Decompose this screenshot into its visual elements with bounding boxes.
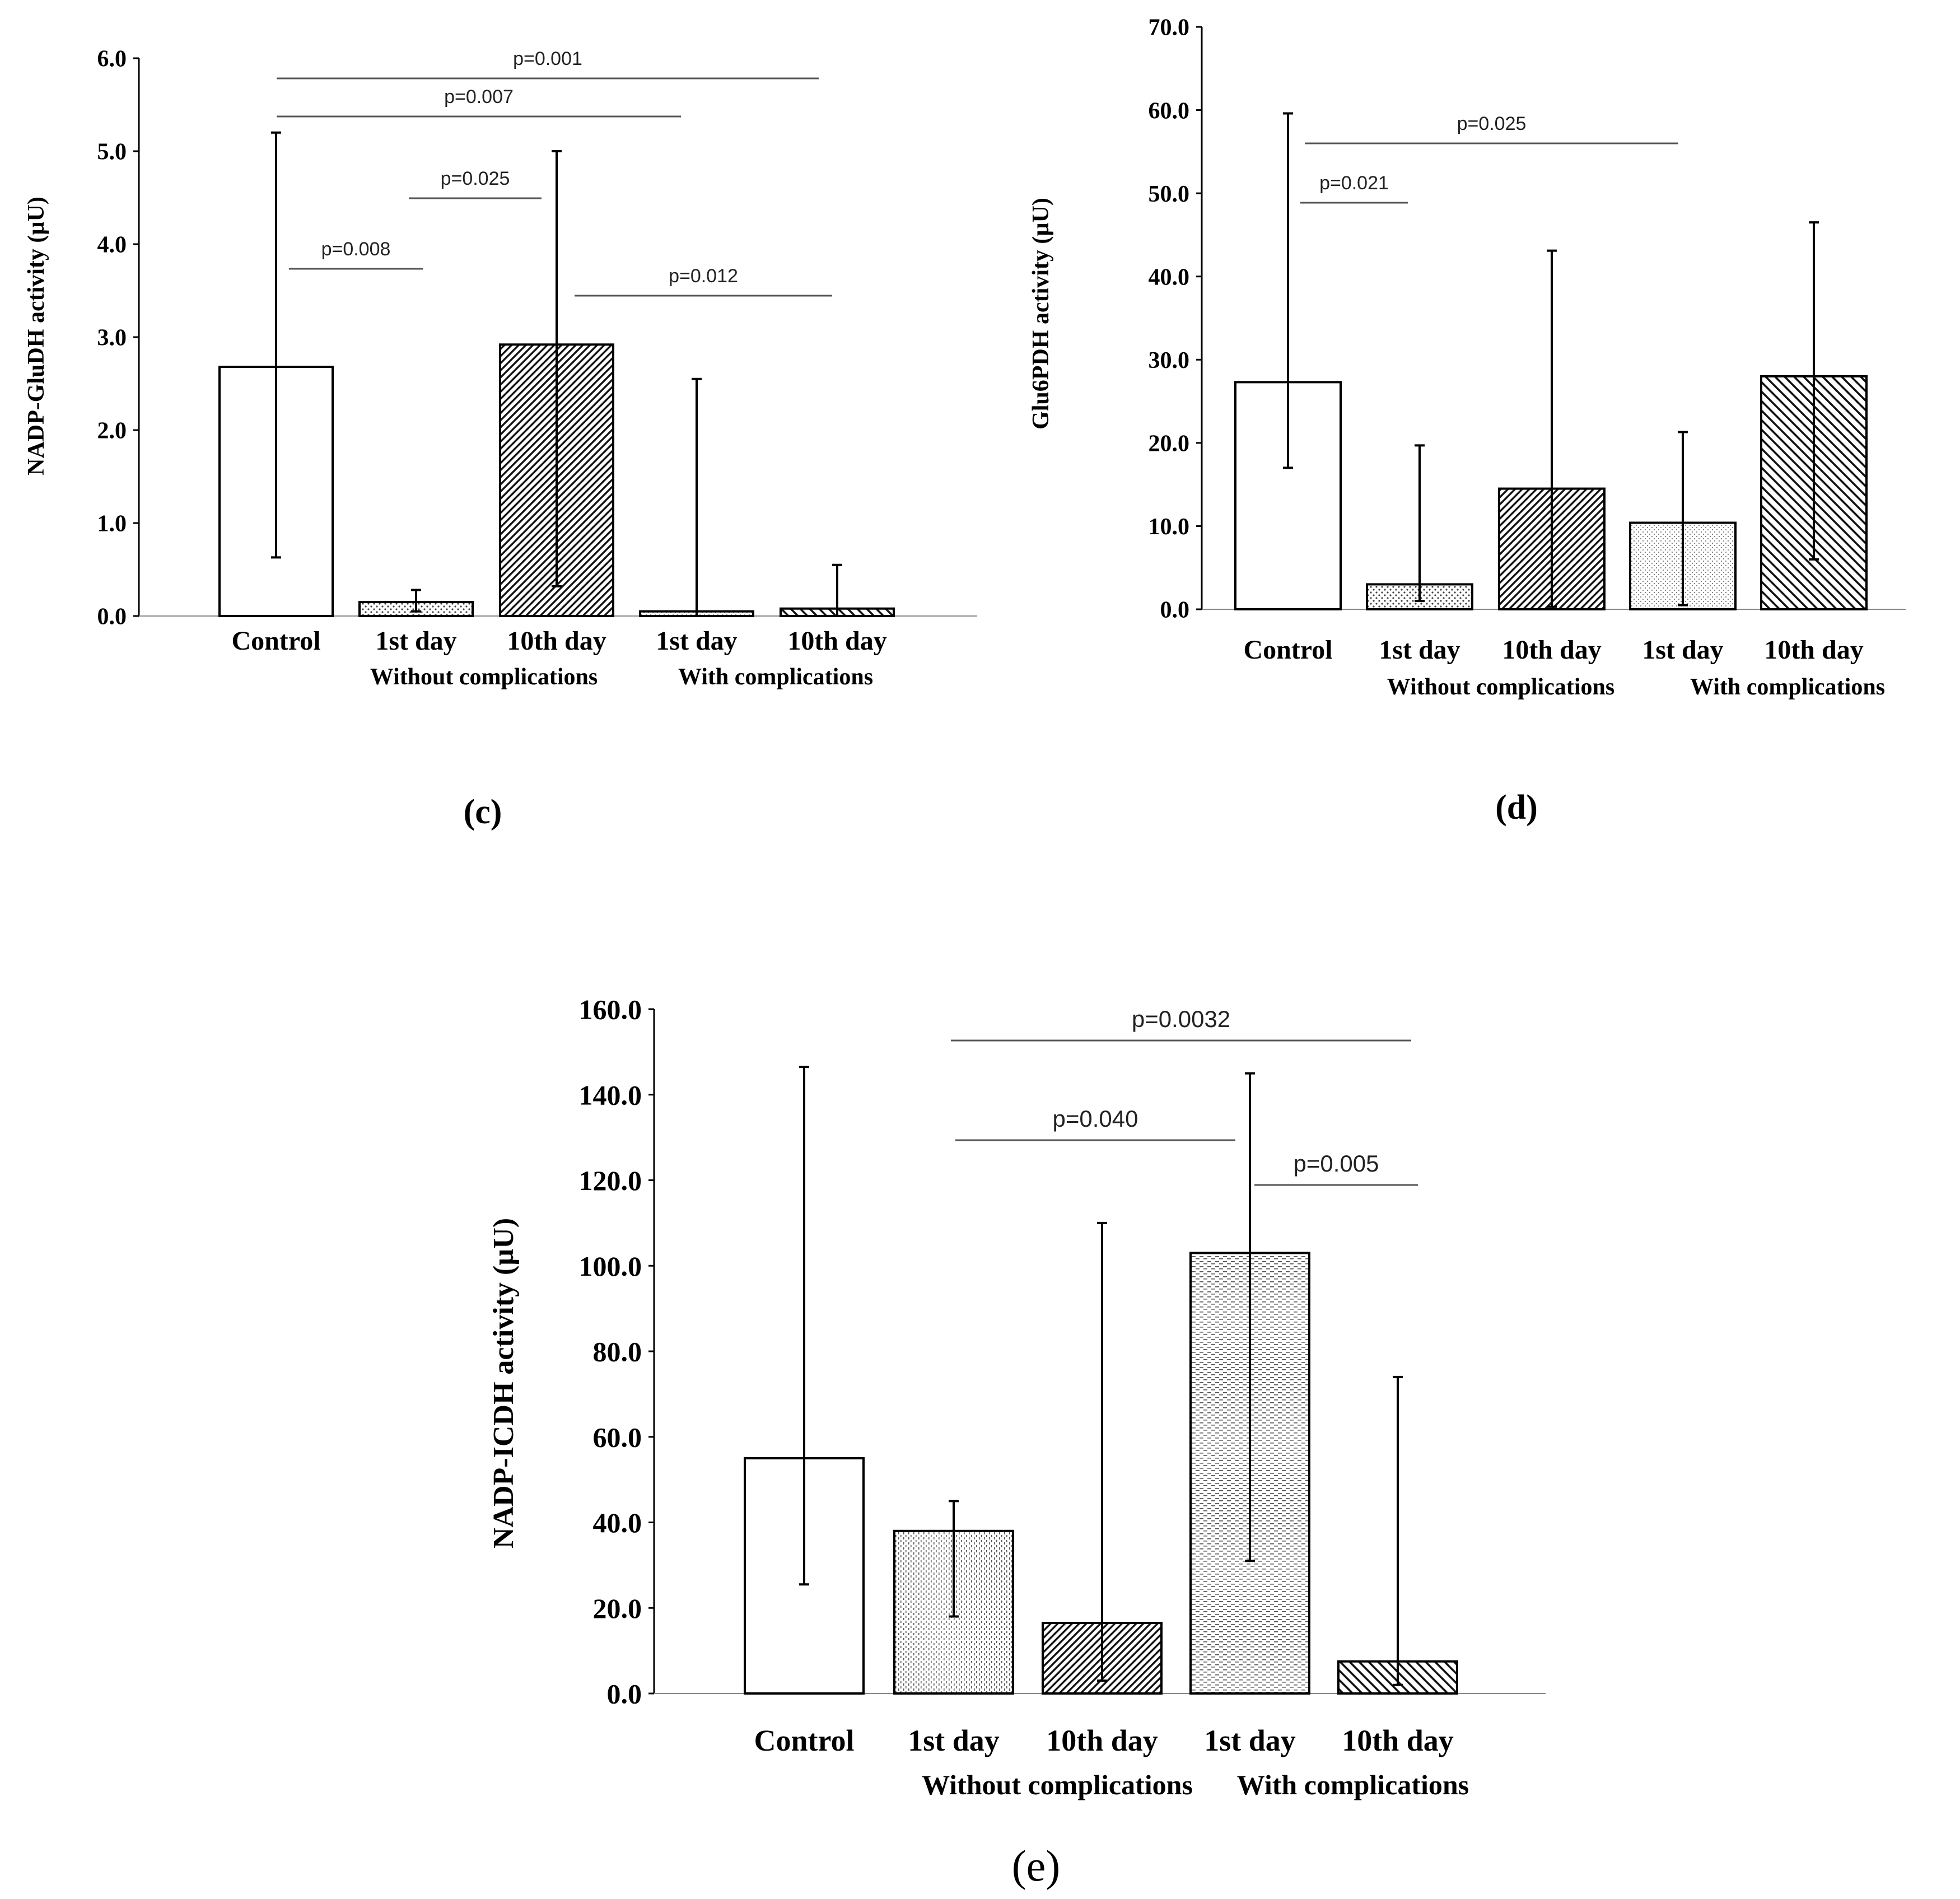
- category-label-1: Control: [754, 1724, 854, 1757]
- category-label-4: 1st day: [656, 626, 737, 656]
- y-tick-label: 0.0: [607, 1678, 642, 1710]
- y-tick-label: 6.0: [97, 46, 127, 72]
- category-label-1: Control: [1243, 635, 1332, 665]
- y-tick-label: 60.0: [593, 1421, 642, 1453]
- group-label-2: With complications: [1237, 1769, 1469, 1800]
- y-axis-label: Glu6PDH activity (µU): [1028, 198, 1054, 430]
- category-label-3: 10th day: [507, 626, 606, 656]
- y-tick-label: 140.0: [579, 1079, 642, 1111]
- category-label-2: 1st day: [908, 1724, 1000, 1757]
- group-label-1: Without complications: [370, 664, 598, 690]
- y-axis-label: NADP-GluDH activity (µU): [24, 197, 49, 475]
- group-label-2: With complications: [678, 664, 873, 690]
- y-tick-label: 160.0: [579, 994, 642, 1025]
- p-value-label-2: p=0.021: [1319, 172, 1389, 194]
- p-value-label-3: p=0.025: [441, 168, 510, 189]
- y-tick-label: 70.0: [1149, 15, 1190, 41]
- bar-1: [1234, 381, 1342, 611]
- category-label-3: 10th day: [1046, 1724, 1158, 1757]
- chart-panel-2: 0.0 10.0 20.0 30.0 40.0 50.0 60.0 70.0 Glu6PDH a…: [1028, 15, 1906, 827]
- y-tick-label: 50.0: [1149, 181, 1190, 207]
- category-label-3: 10th day: [1502, 635, 1601, 665]
- panel-label: (c): [464, 793, 502, 831]
- charts-layer: 0.0 1.0 2.0 3.0 4.0 5.0 6.0 NADP-GluDH activity…: [24, 15, 1906, 1890]
- panel-label: (d): [1495, 788, 1538, 827]
- y-tick-label: 20.0: [1149, 431, 1190, 457]
- y-tick-label: 60.0: [1149, 98, 1190, 124]
- p-value-label-5: p=0.012: [669, 265, 738, 287]
- p-value-label-1: p=0.025: [1457, 113, 1527, 134]
- y-tick-label: 30.0: [1149, 348, 1190, 374]
- y-tick-label: 3.0: [97, 325, 127, 351]
- p-value-label-2: p=0.007: [444, 86, 514, 108]
- group-label-1: Without complications: [1387, 674, 1614, 700]
- y-tick-label: 1.0: [97, 511, 127, 537]
- y-tick-label: 0.0: [97, 604, 127, 630]
- y-tick-label: 80.0: [593, 1336, 642, 1368]
- chart-panel-1: 0.0 1.0 2.0 3.0 4.0 5.0 6.0 NADP-GluDH activity…: [24, 46, 977, 831]
- y-tick-label: 10.0: [1149, 514, 1190, 540]
- group-label-2: With complications: [1690, 674, 1885, 700]
- y-axis-label: NADP-ICDH activity (µU): [488, 1218, 520, 1548]
- category-label-2: 1st day: [1379, 635, 1460, 665]
- group-label-1: Without complications: [922, 1769, 1193, 1800]
- y-tick-label: 100.0: [579, 1251, 642, 1282]
- category-label-5: 10th day: [1764, 635, 1863, 665]
- p-value-label-4: p=0.008: [321, 239, 391, 260]
- y-tick-label: 5.0: [97, 139, 127, 165]
- y-tick-label: 40.0: [593, 1507, 642, 1538]
- chart-panel-3: 0.0 20.0 40.0 60.0 80.0 100.0 120.0 140.0 160.0 N…: [488, 994, 1546, 1890]
- panel-label: (e): [1012, 1841, 1061, 1890]
- p-value-label-3: p=0.005: [1294, 1150, 1379, 1177]
- y-tick-label: 120.0: [579, 1165, 642, 1196]
- category-label-5: 10th day: [787, 626, 886, 656]
- category-label-4: 1st day: [1642, 635, 1723, 665]
- y-tick-label: 40.0: [1149, 264, 1190, 290]
- y-tick-label: 0.0: [1160, 598, 1190, 623]
- y-tick-label: 20.0: [593, 1593, 642, 1624]
- category-label-2: 1st day: [375, 626, 456, 656]
- p-value-label-1: p=0.001: [513, 48, 582, 69]
- y-tick-label: 4.0: [97, 232, 127, 258]
- category-label-4: 1st day: [1204, 1724, 1296, 1757]
- category-label-1: Control: [231, 626, 320, 656]
- p-value-label-2: p=0.040: [1053, 1105, 1138, 1132]
- p-value-label-1: p=0.0032: [1132, 1006, 1230, 1032]
- y-tick-label: 2.0: [97, 418, 127, 444]
- category-label-5: 10th day: [1342, 1724, 1454, 1757]
